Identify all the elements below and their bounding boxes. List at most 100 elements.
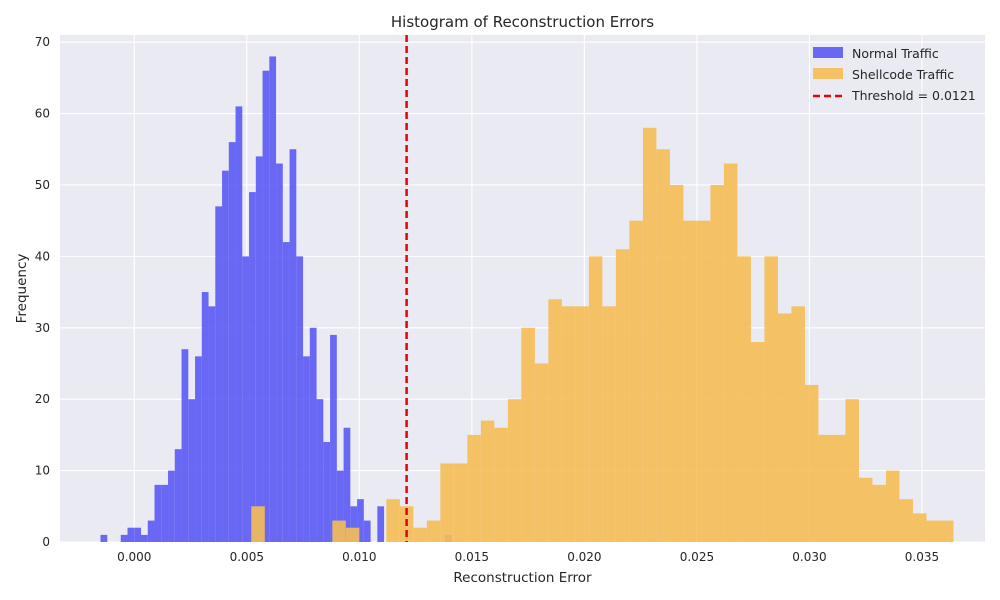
y-tick-label: 0 — [42, 535, 50, 549]
shellcode-traffic-bar — [791, 306, 805, 542]
shellcode-traffic-bar — [642, 127, 657, 542]
normal-traffic-bar — [282, 242, 290, 542]
shellcode-traffic-bar — [656, 149, 670, 542]
normal-traffic-bar — [141, 534, 148, 542]
normal-traffic-bar — [235, 106, 243, 542]
shellcode-traffic-bar — [818, 434, 832, 542]
normal-traffic-bar — [289, 149, 297, 542]
normal-traffic-bar — [255, 156, 263, 543]
shellcode-traffic-bar — [629, 220, 643, 542]
shellcode-traffic-bar — [345, 527, 360, 542]
normal-traffic-bar — [154, 484, 162, 542]
shellcode-traffic-bar — [696, 220, 711, 542]
shellcode-traffic-bar — [332, 520, 346, 542]
y-tick-label: 40 — [35, 249, 50, 263]
y-tick-label: 10 — [35, 464, 50, 478]
shellcode-traffic-bar — [507, 399, 522, 542]
normal-traffic-bar — [222, 170, 229, 542]
normal-traffic-bar — [262, 70, 270, 542]
shellcode-traffic-bar — [453, 463, 468, 542]
shellcode-traffic-bar — [777, 313, 792, 542]
y-tick-labels: 0 10 20 30 40 50 60 70 — [35, 35, 50, 549]
normal-traffic-bar — [201, 292, 209, 542]
x-tick-label: 0.015 — [455, 550, 489, 564]
shellcode-traffic-bar — [858, 477, 873, 542]
normal-traffic-bar — [161, 484, 169, 542]
y-tick-label: 20 — [35, 392, 50, 406]
normal-traffic-bar — [100, 534, 108, 542]
shellcode-traffic-bar — [872, 484, 886, 542]
shellcode-traffic-bar — [723, 163, 738, 542]
y-tick-label: 60 — [35, 107, 50, 121]
x-tick-label: 0.005 — [230, 550, 264, 564]
shellcode-traffic-bar — [413, 527, 427, 542]
normal-traffic-bar — [309, 327, 317, 542]
shellcode-traffic-bar — [575, 306, 589, 542]
normal-traffic-bar — [174, 449, 182, 542]
shellcode-traffic-bar — [669, 184, 684, 542]
shellcode-traffic-bar — [845, 399, 859, 542]
normal-traffic-bar — [127, 527, 135, 542]
shellcode-traffic-bar — [926, 520, 940, 542]
chart-title: Histogram of Reconstruction Errors — [391, 13, 654, 31]
normal-traffic-bar — [195, 356, 202, 542]
x-tick-label: 0.035 — [905, 550, 939, 564]
normal-traffic-bar — [276, 163, 283, 542]
normal-traffic-bar — [147, 520, 155, 542]
shellcode-traffic-bar — [710, 184, 724, 542]
legend-swatch-normal — [813, 47, 843, 58]
x-tick-label: 0.010 — [342, 550, 376, 564]
legend-label-threshold: Threshold = 0.0121 — [851, 88, 976, 103]
shellcode-traffic-bar — [561, 306, 576, 542]
shellcode-traffic-bar — [831, 434, 846, 542]
shellcode-traffic-bar — [480, 420, 495, 542]
shellcode-traffic-bar — [764, 256, 778, 542]
shellcode-traffic-bar — [615, 249, 630, 543]
normal-traffic-bar — [249, 192, 256, 543]
normal-traffic-bar — [269, 56, 277, 542]
legend-label-shellcode: Shellcode Traffic — [852, 67, 954, 82]
x-axis-label: Reconstruction Error — [453, 570, 592, 586]
shellcode-traffic-bar — [534, 363, 549, 542]
normal-traffic-bar — [303, 356, 310, 542]
shellcode-traffic-bar — [467, 434, 481, 542]
legend: Normal Traffic Shellcode Traffic Thresho… — [813, 46, 976, 103]
x-tick-label: 0.020 — [567, 550, 601, 564]
normal-traffic-bar — [377, 506, 385, 542]
shellcode-traffic-bar — [804, 384, 819, 542]
shellcode-traffic-bar — [683, 220, 697, 542]
normal-traffic-bar — [343, 427, 351, 542]
y-tick-label: 50 — [35, 178, 50, 192]
normal-traffic-bar — [134, 527, 142, 542]
normal-traffic-bar — [208, 306, 216, 542]
normal-traffic-bar — [330, 334, 337, 542]
normal-traffic-bar — [316, 399, 324, 542]
normal-traffic-bars — [100, 56, 452, 543]
x-tick-label: 0.000 — [117, 550, 151, 564]
x-tick-label: 0.030 — [792, 550, 826, 564]
shellcode-traffic-bar — [588, 256, 603, 542]
normal-traffic-bar — [181, 349, 189, 542]
normal-traffic-bar — [323, 442, 331, 542]
shellcode-traffic-bar — [251, 506, 265, 542]
legend-label-normal: Normal Traffic — [852, 46, 939, 61]
shellcode-traffic-bar — [494, 427, 508, 542]
normal-traffic-bar — [228, 142, 236, 542]
y-tick-label: 70 — [35, 35, 50, 49]
y-axis-label: Frequency — [14, 254, 30, 324]
shellcode-traffic-bar — [899, 499, 913, 542]
shellcode-traffic-bar — [548, 299, 562, 542]
normal-traffic-bar — [120, 534, 128, 542]
normal-traffic-bar — [350, 506, 358, 542]
legend-swatch-shellcode — [813, 68, 843, 79]
shellcode-traffic-bar — [440, 463, 454, 542]
shellcode-traffic-bars — [251, 127, 954, 543]
normal-traffic-bar — [242, 256, 250, 542]
x-tick-labels: 0.000 0.005 0.010 0.015 0.020 0.025 0.030 0.035 — [117, 550, 939, 564]
normal-traffic-bar — [357, 499, 364, 542]
shellcode-traffic-bar — [750, 342, 765, 542]
normal-traffic-bar — [363, 520, 371, 542]
shellcode-traffic-bar — [885, 470, 900, 542]
shellcode-traffic-bar — [737, 256, 751, 542]
